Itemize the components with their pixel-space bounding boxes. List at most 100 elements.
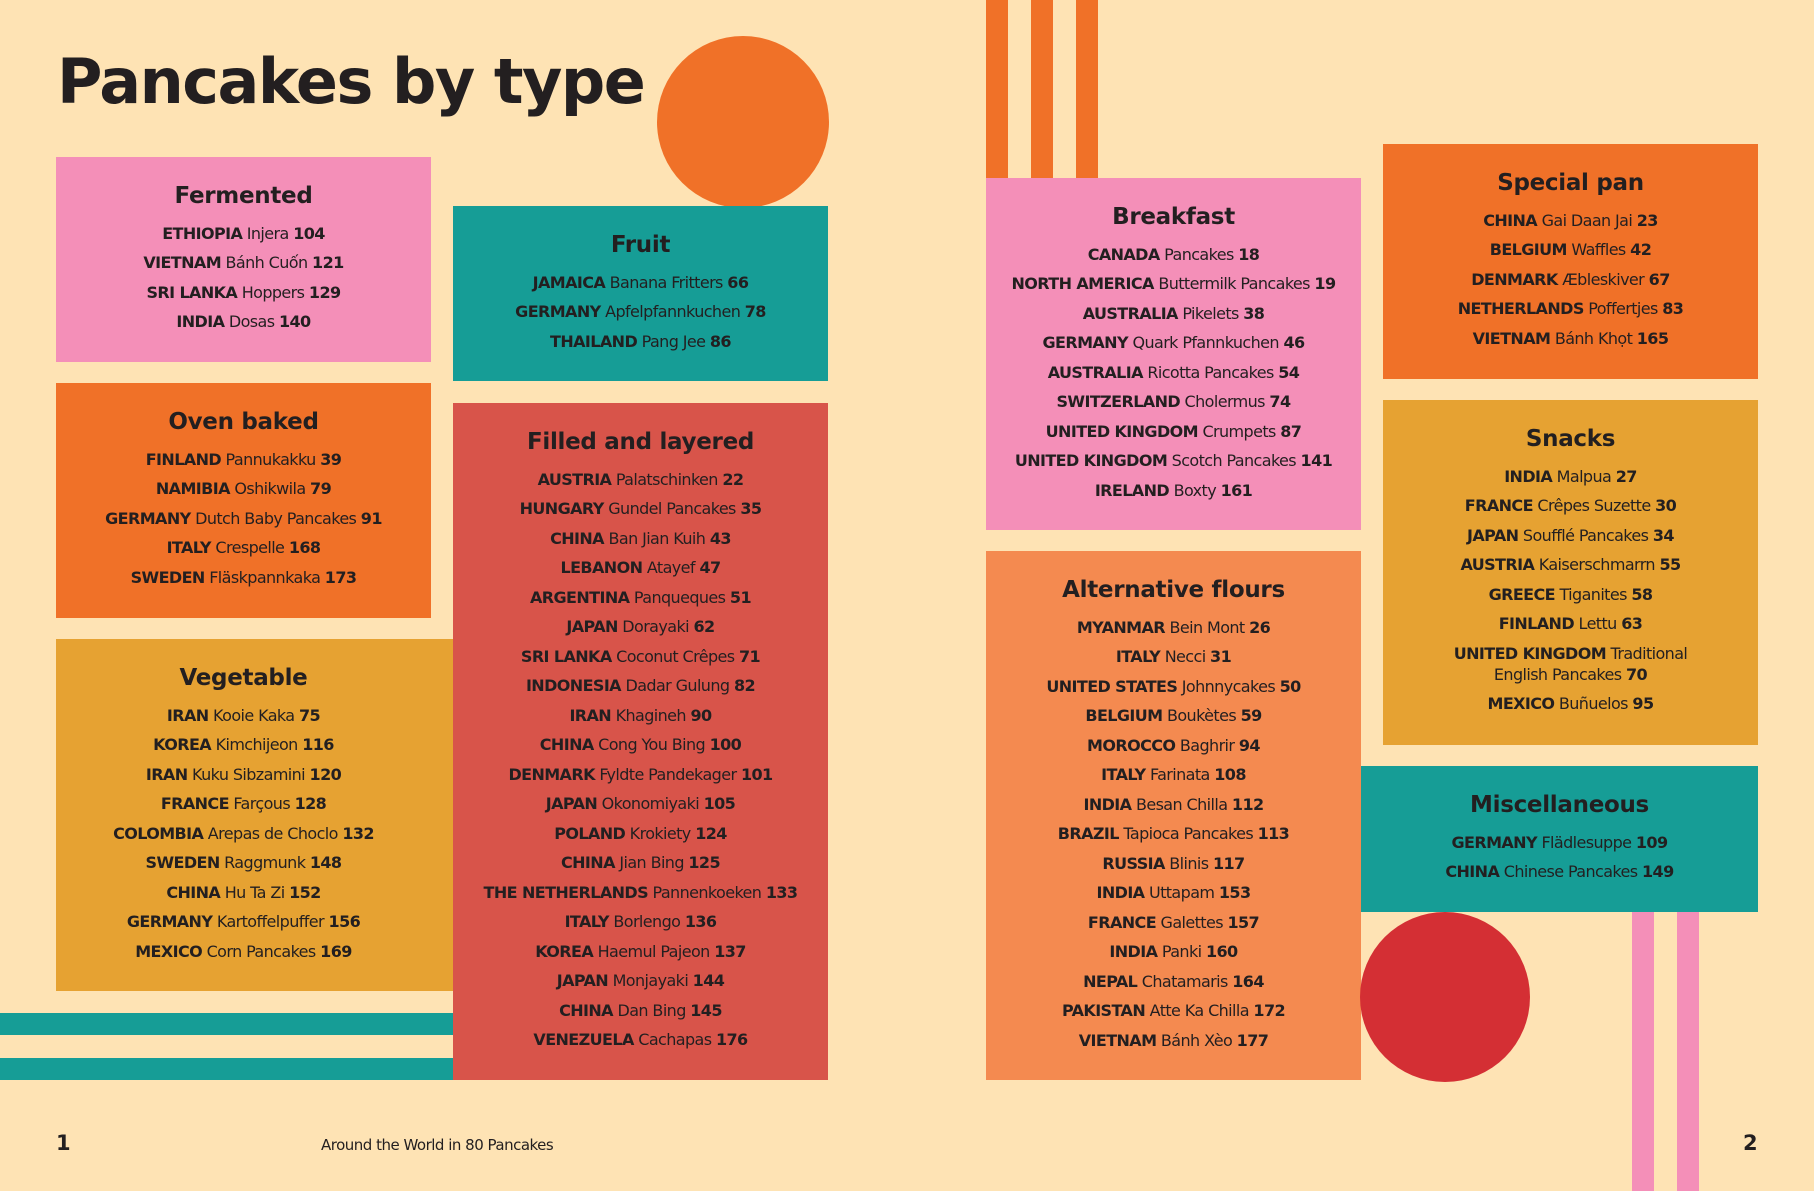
pancake-entry: INDIA Uttapam 153	[996, 878, 1351, 908]
pancake-entry: AUSTRALIA Ricotta Pancakes 54	[996, 358, 1351, 388]
dish-name: Bánh Khọt	[1554, 328, 1633, 348]
dish-name: Dutch Baby Pancakes	[195, 508, 357, 528]
dish-name: Fyldte Pandekager	[599, 764, 737, 784]
dish-name: Gundel Pancakes	[608, 499, 736, 519]
dish-name: Baghrir	[1179, 735, 1235, 755]
category-filled-and-layered: Filled and layered AUSTRIA Palatschinken …	[453, 403, 828, 1080]
country-name: VIETNAM	[1078, 1030, 1157, 1050]
category-title: Fermented	[174, 183, 313, 209]
dish-name: Buñuelos	[1558, 693, 1629, 713]
dish-name: Cachapas	[638, 1030, 712, 1050]
page-number: 117	[1212, 853, 1245, 873]
dish-name: Farinata	[1149, 765, 1210, 785]
page-number: 95	[1632, 693, 1654, 713]
pancake-entry: VIETNAM Bánh Khọt 165	[1393, 324, 1748, 354]
dish-name: Quark Pfannkuchen	[1132, 333, 1279, 353]
country-name: HUNGARY	[519, 499, 605, 519]
page-number: 86	[709, 331, 732, 351]
country-name: CHINA	[1445, 862, 1500, 882]
page-number: 173	[324, 567, 357, 587]
pancake-entry: MEXICO Corn Pancakes 169	[66, 937, 421, 967]
country-name: IRELAND	[1094, 480, 1170, 500]
pancake-entry: IRAN Kooie Kaka 75	[66, 701, 421, 731]
page-number: 39	[320, 449, 342, 469]
country-name: CHINA	[561, 853, 615, 873]
pancake-entry: UNITED KINGDOM Crumpets 87	[996, 417, 1351, 447]
country-name: SRI LANKA	[146, 282, 238, 302]
country-name: INDIA	[1083, 794, 1132, 814]
page-number: 129	[308, 282, 341, 302]
country-name: THE NETHERLANDS	[483, 882, 649, 902]
page-number: 51	[729, 587, 752, 607]
pancake-entry: CHINA Gai Daan Jai 23	[1393, 206, 1748, 236]
dish-name: Chinese Pancakes	[1503, 862, 1638, 882]
pancake-entry: INDIA Malpua 27	[1393, 462, 1748, 492]
dish-name: Æbleskiver	[1562, 269, 1645, 289]
category-title: Special pan	[1497, 170, 1644, 196]
page-number: 104	[293, 223, 325, 243]
pancake-entry: INDIA Besan Chilla 112	[996, 790, 1351, 820]
country-name: NETHERLANDS	[1457, 299, 1585, 319]
pancake-entry: FRANCE Crêpes Suzette 30	[1393, 491, 1748, 521]
orange-stripe	[1076, 0, 1098, 180]
dish-name: Dadar Gulung	[625, 676, 730, 696]
page-number: 74	[1269, 392, 1291, 412]
dish-name: Besan Chilla	[1135, 794, 1228, 814]
country-name: KOREA	[153, 735, 212, 755]
dish-name: Dorayaki	[622, 617, 689, 637]
category-miscellaneous: Miscellaneous GERMANY Flädlesuppe 109 CHIN…	[1361, 766, 1758, 912]
page-number: 137	[714, 941, 746, 961]
dish-name: Injera	[246, 223, 290, 243]
country-name: GREECE	[1488, 584, 1556, 604]
country-name: RUSSIA	[1102, 853, 1165, 873]
dish-name: Fläskpannkaka	[209, 567, 321, 587]
country-name: UNITED KINGDOM	[1014, 451, 1168, 471]
country-name: INDONESIA	[525, 676, 622, 696]
country-name: MOROCCO	[1087, 735, 1176, 755]
pancake-entry: DENMARK Fyldte Pandekager 101	[463, 760, 818, 790]
page-number: 148	[309, 853, 342, 873]
country-name: VIETNAM	[1472, 328, 1551, 348]
country-name: ITALY	[1101, 765, 1146, 785]
country-name: MEXICO	[1487, 693, 1555, 713]
pancake-entry: GERMANY Apfelpfannkuchen 78	[463, 297, 818, 327]
country-name: GERMANY	[1451, 832, 1537, 852]
pancake-list: CANADA Pancakes 18 NORTH AMERICA Buttermi…	[986, 240, 1361, 506]
country-name: LEBANON	[560, 558, 643, 578]
country-name: ARGENTINA	[530, 587, 630, 607]
pink-stripe	[1677, 905, 1699, 1191]
country-name: JAPAN	[545, 794, 598, 814]
pancake-entry: JAPAN Dorayaki 62	[463, 612, 818, 642]
category-special-pan: Special pan CHINA Gai Daan Jai 23 BELGIUM …	[1383, 144, 1758, 379]
page-number: 164	[1232, 971, 1264, 991]
pancake-entry: COLOMBIA Arepas de Choclo 132	[66, 819, 421, 849]
dish-name: Atte Ka Chilla	[1149, 1001, 1250, 1021]
country-name: CHINA	[539, 735, 594, 755]
pancake-entry: GERMANY Quark Pfannkuchen 46	[996, 328, 1351, 358]
page-number: 83	[1662, 299, 1684, 319]
page-number: 75	[299, 705, 321, 725]
page-number: 31	[1210, 647, 1232, 667]
pancake-entry: AUSTRIA Palatschinken 22	[463, 465, 818, 495]
country-name: UNITED KINGDOM	[1453, 643, 1607, 663]
pancake-entry: ITALY Borlengo 136	[463, 907, 818, 937]
pancake-entry: BELGIUM Waffles 42	[1393, 235, 1748, 265]
country-name: MYANMAR	[1076, 617, 1166, 637]
page-number: 136	[684, 912, 717, 932]
country-name: INDIA	[1109, 942, 1158, 962]
pancake-list: IRAN Kooie Kaka 75 KOREA Kimchijeon 116 IR…	[56, 701, 431, 967]
pancake-entry: MEXICO Buñuelos 95	[1393, 689, 1748, 719]
dish-name: Ricotta Pancakes	[1147, 362, 1274, 382]
dish-name: Traditional English Pancakes	[1493, 643, 1688, 684]
category-title: Alternative flours	[1062, 577, 1285, 603]
country-name: INDIA	[1504, 466, 1553, 486]
dish-name: Oshikwila	[234, 479, 306, 499]
country-name: AUSTRALIA	[1047, 362, 1144, 382]
country-name: BRAZIL	[1057, 824, 1120, 844]
dish-name: Kooie Kaka	[213, 705, 295, 725]
page-number: 90	[690, 705, 712, 725]
dish-name: Raggmunk	[224, 853, 306, 873]
category-title: Breakfast	[1112, 204, 1235, 230]
page-number: 27	[1615, 466, 1638, 486]
pancake-entry: VIETNAM Bánh Cuốn 121	[66, 248, 421, 278]
